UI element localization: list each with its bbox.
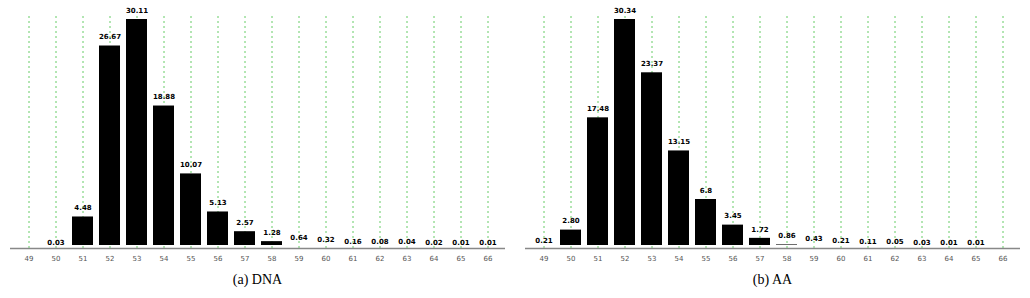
svg-text:62: 62 (376, 255, 385, 263)
svg-text:50: 50 (52, 255, 61, 263)
svg-text:0.01: 0.01 (940, 239, 957, 247)
svg-text:54: 54 (160, 255, 169, 263)
svg-text:55: 55 (702, 255, 711, 263)
svg-text:52: 52 (621, 255, 630, 263)
svg-text:49: 49 (25, 255, 34, 263)
svg-text:56: 56 (729, 255, 738, 263)
svg-text:26.67: 26.67 (99, 33, 121, 41)
svg-text:6.8: 6.8 (700, 187, 713, 195)
svg-text:0.32: 0.32 (317, 236, 334, 244)
svg-text:66: 66 (484, 255, 493, 263)
svg-text:0.16: 0.16 (344, 238, 361, 246)
svg-text:1.28: 1.28 (263, 229, 280, 237)
svg-text:5.13: 5.13 (209, 199, 226, 207)
svg-text:63: 63 (403, 255, 412, 263)
svg-text:66: 66 (999, 255, 1008, 263)
svg-text:1.72: 1.72 (751, 226, 768, 234)
svg-text:52: 52 (106, 255, 115, 263)
svg-text:2.57: 2.57 (236, 219, 253, 227)
svg-text:53: 53 (648, 255, 657, 263)
svg-text:0.03: 0.03 (913, 239, 930, 247)
svg-text:13.15: 13.15 (668, 138, 690, 146)
svg-text:0.02: 0.02 (425, 239, 442, 247)
svg-text:59: 59 (295, 255, 304, 263)
svg-text:0.21: 0.21 (832, 237, 849, 245)
svg-text:50: 50 (567, 255, 576, 263)
svg-text:62: 62 (891, 255, 900, 263)
svg-text:58: 58 (783, 255, 792, 263)
svg-text:61: 61 (349, 255, 358, 263)
svg-text:30.34: 30.34 (614, 7, 636, 15)
svg-text:51: 51 (79, 255, 88, 263)
svg-text:3.45: 3.45 (724, 212, 741, 220)
svg-text:64: 64 (945, 255, 954, 263)
svg-text:60: 60 (837, 255, 846, 263)
svg-text:0.04: 0.04 (398, 238, 415, 246)
svg-text:0.01: 0.01 (479, 239, 496, 247)
svg-text:57: 57 (241, 255, 250, 263)
svg-text:49: 49 (540, 255, 549, 263)
svg-text:51: 51 (594, 255, 603, 263)
html-text:(b) AA: (b) AA (752, 272, 793, 287)
svg-text:0.01: 0.01 (967, 239, 984, 247)
svg-text:0.01: 0.01 (452, 239, 469, 247)
svg-text:57: 57 (756, 255, 765, 263)
svg-text:64: 64 (430, 255, 439, 263)
svg-text:0.05: 0.05 (886, 238, 903, 246)
svg-text:0.11: 0.11 (859, 238, 876, 246)
svg-text:30.11: 30.11 (126, 7, 148, 15)
svg-text:65: 65 (972, 255, 981, 263)
svg-text:0.21: 0.21 (535, 237, 552, 245)
svg-text:2.80: 2.80 (562, 217, 579, 225)
svg-text:18.88: 18.88 (153, 93, 175, 101)
svg-text:61: 61 (864, 255, 873, 263)
svg-text:23.37: 23.37 (641, 60, 663, 68)
svg-text:17.48: 17.48 (587, 105, 609, 113)
svg-text:55: 55 (187, 255, 196, 263)
svg-text:10.07: 10.07 (180, 161, 202, 169)
svg-text:0.03: 0.03 (47, 239, 64, 247)
svg-text:65: 65 (457, 255, 466, 263)
svg-text:63: 63 (918, 255, 927, 263)
svg-text:56: 56 (214, 255, 223, 263)
html-text:(a) DNA: (a) DNA (232, 272, 283, 287)
svg-text:0.86: 0.86 (778, 232, 795, 240)
svg-text:54: 54 (675, 255, 684, 263)
svg-text:0.43: 0.43 (805, 235, 822, 243)
svg-text:58: 58 (268, 255, 277, 263)
svg-text:0.64: 0.64 (290, 234, 307, 242)
svg-text:59: 59 (810, 255, 819, 263)
svg-text:60: 60 (322, 255, 331, 263)
svg-text:0.08: 0.08 (371, 238, 388, 246)
svg-text:53: 53 (133, 255, 142, 263)
svg-text:4.48: 4.48 (74, 204, 91, 212)
